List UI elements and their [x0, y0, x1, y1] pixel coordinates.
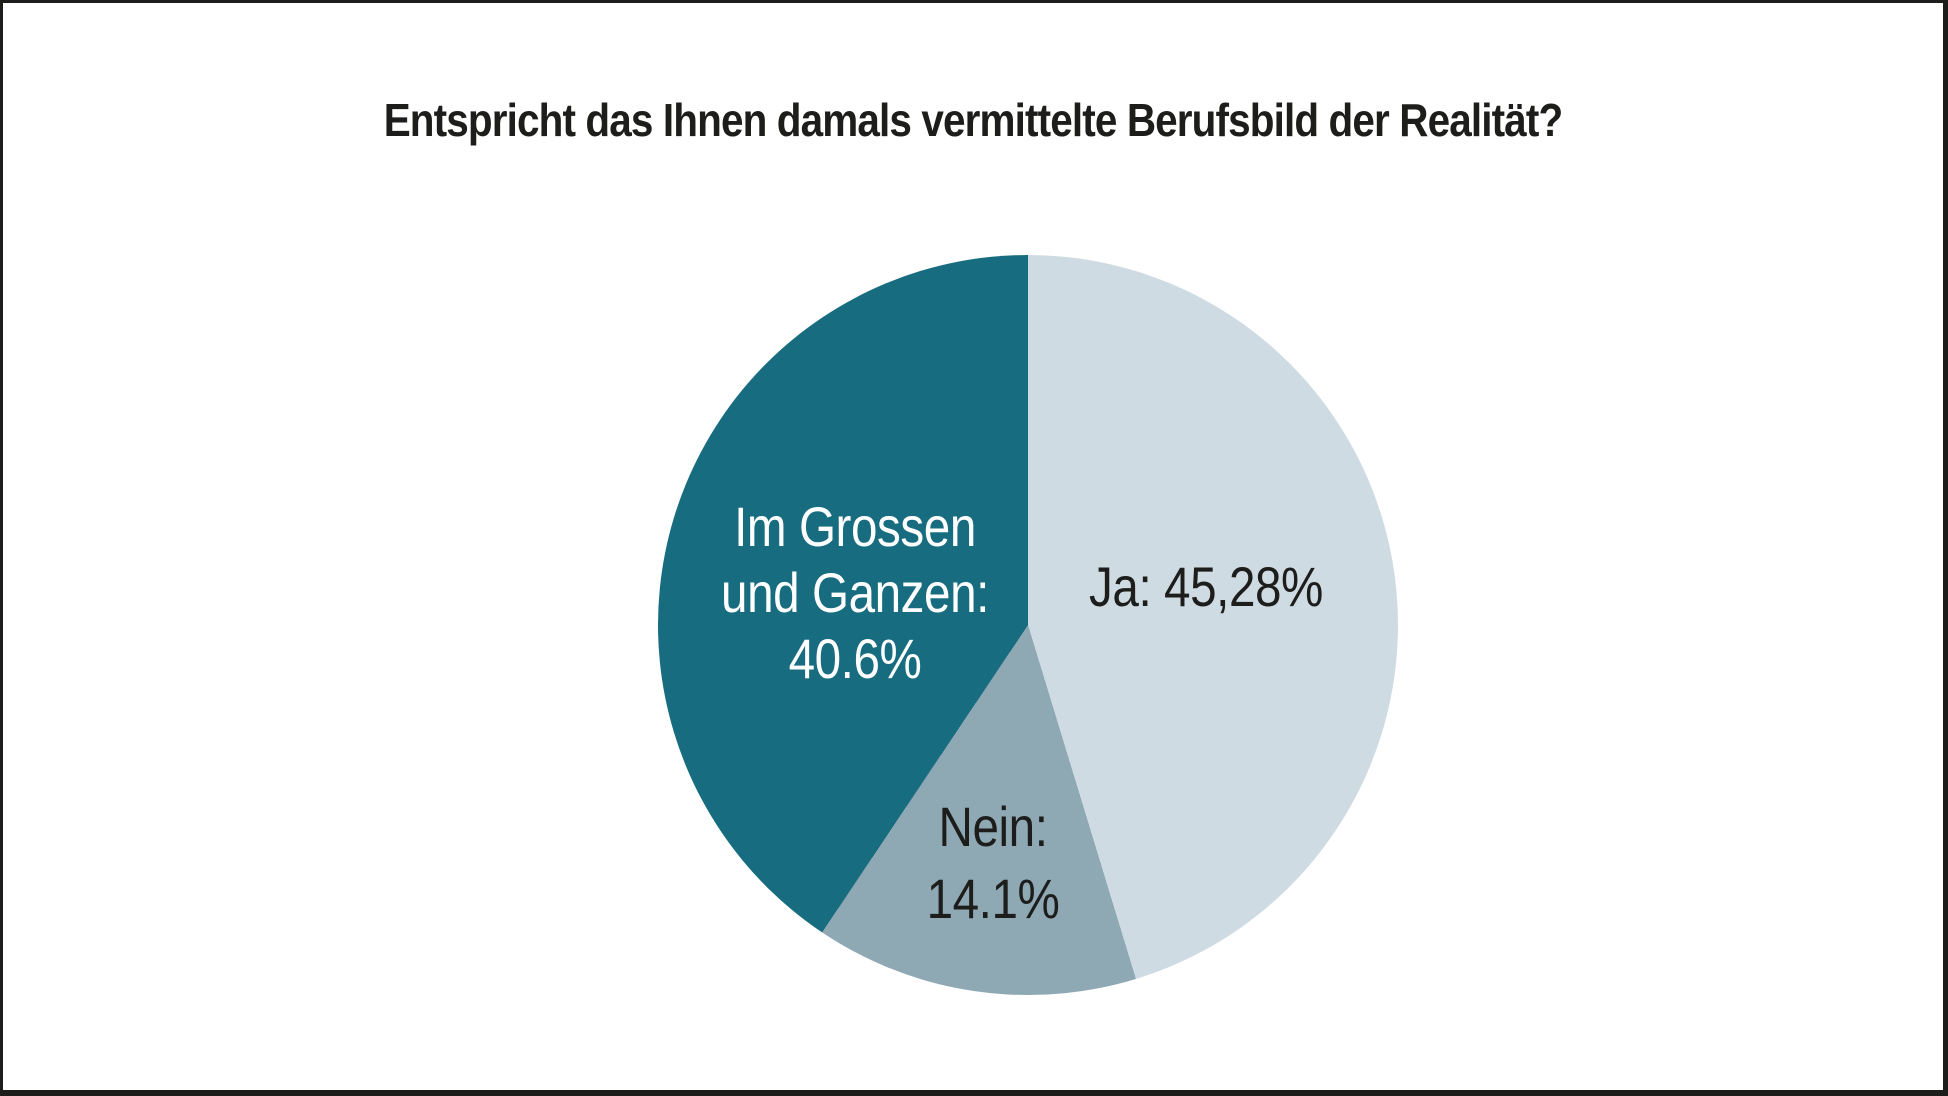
- slice-label-nein: Nein: 14.1%: [926, 795, 1060, 930]
- pie-chart: [658, 255, 1398, 995]
- chart-title: Entspricht das Ihnen damals vermittelte …: [383, 94, 1564, 146]
- slice-label-ja: Ja: 45,28%: [1089, 555, 1323, 618]
- slice-label-im-grossen-und-ganzen: Im Grossen und Ganzen: 40.6%: [721, 495, 989, 690]
